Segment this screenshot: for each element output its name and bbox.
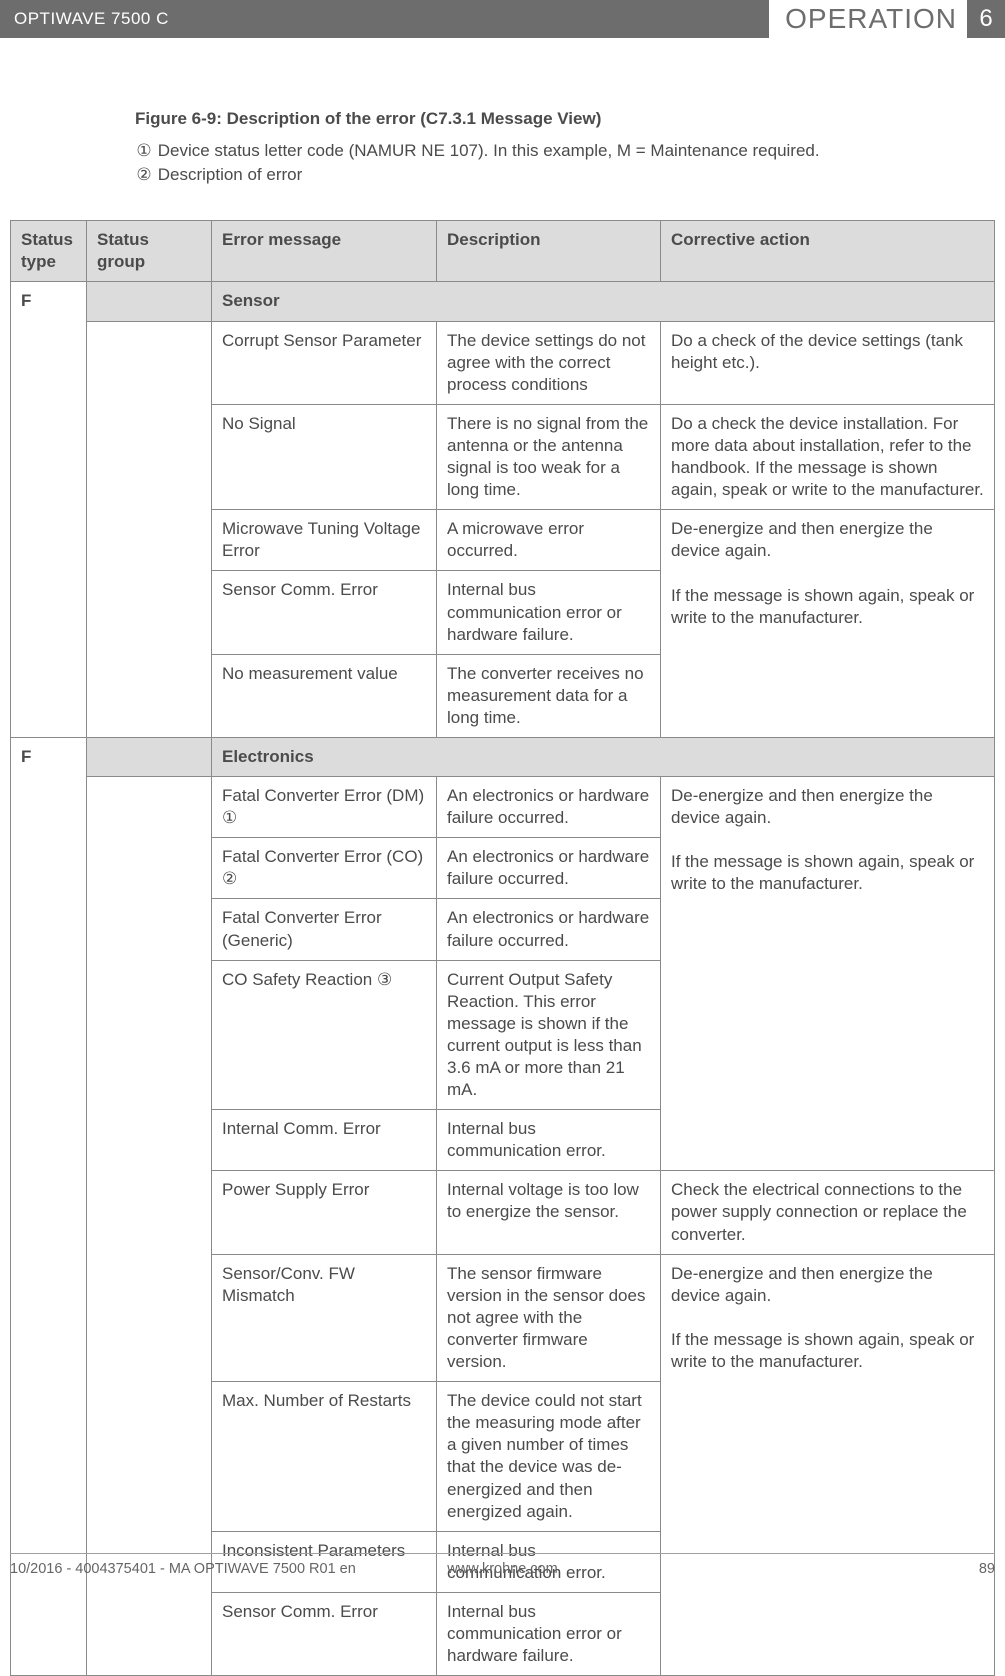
description-cell: Internal voltage is too low to energize …	[437, 1171, 661, 1254]
table-row: Corrupt Sensor ParameterThe device setti…	[11, 321, 995, 404]
error-message-cell: Sensor/Conv. FW Mismatch	[212, 1254, 437, 1381]
description-cell: The device settings do not agree with th…	[437, 321, 661, 404]
description-cell: Current Output Safety Reaction. This err…	[437, 960, 661, 1110]
table-header-row: Status type Status group Error message D…	[11, 221, 995, 282]
table-row: Fatal Converter Error (DM) ①An electroni…	[11, 777, 995, 838]
corrective-action-cell: Do a check of the device settings (tank …	[661, 321, 995, 404]
corrective-action-cell: Check the electrical connections to the …	[661, 1171, 995, 1254]
status-group-cell	[87, 282, 212, 321]
description-cell: Internal bus communication error.	[437, 1110, 661, 1171]
error-message-cell: Corrupt Sensor Parameter	[212, 321, 437, 404]
col-status-type: Status type	[11, 221, 87, 282]
corrective-action-cell: De-energize and then energize the device…	[661, 510, 995, 738]
error-message-cell: Max. Number of Restarts	[212, 1382, 437, 1532]
error-message-cell: Fatal Converter Error (Generic)	[212, 899, 437, 960]
legend-line: ① Device status letter code (NAMUR NE 10…	[135, 140, 1005, 162]
footer-center: www.krohne.com	[447, 1560, 557, 1579]
error-message-cell: Fatal Converter Error (DM) ①	[212, 777, 437, 838]
legend-number: ①	[135, 140, 153, 162]
error-message-cell: Sensor Comm. Error	[212, 571, 437, 654]
description-cell: Internal bus communication error or hard…	[437, 571, 661, 654]
footer-left: 10/2016 - 4004375401 - MA OPTIWAVE 7500 …	[10, 1560, 356, 1579]
footer-right: 89	[979, 1560, 995, 1579]
description-cell: A microwave error occurred.	[437, 510, 661, 571]
error-message-cell: Internal Comm. Error	[212, 1110, 437, 1171]
product-name: OPTIWAVE 7500 C	[0, 0, 769, 38]
section-label-cell: Electronics	[212, 737, 995, 776]
error-message-cell: CO Safety Reaction ③	[212, 960, 437, 1110]
legend-number: ②	[135, 164, 153, 186]
status-group-empty	[87, 777, 212, 1676]
col-desc: Description	[437, 221, 661, 282]
description-cell: The device could not start the measuring…	[437, 1382, 661, 1532]
col-error: Error message	[212, 221, 437, 282]
table-section-row: FSensor	[11, 282, 995, 321]
chapter-number: 6	[967, 0, 1005, 38]
section-title: OPERATION	[769, 1, 967, 37]
status-group-cell	[87, 737, 212, 776]
description-cell: An electronics or hardware failure occur…	[437, 838, 661, 899]
figure-intro: Figure 6-9: Description of the error (C7…	[135, 108, 1005, 186]
status-type-cell: F	[11, 282, 87, 738]
description-cell: An electronics or hardware failure occur…	[437, 899, 661, 960]
col-status-group: Status group	[87, 221, 212, 282]
header-right: OPERATION 6	[769, 0, 1005, 38]
legend-text: Device status letter code (NAMUR NE 107)…	[153, 141, 820, 160]
description-cell: There is no signal from the antenna or t…	[437, 404, 661, 509]
error-message-cell: No Signal	[212, 404, 437, 509]
section-label-cell: Sensor	[212, 282, 995, 321]
figure-title: Figure 6-9: Description of the error (C7…	[135, 108, 1005, 130]
error-message-cell: Sensor Comm. Error	[212, 1592, 437, 1675]
legend-text: Description of error	[153, 165, 302, 184]
page-header: OPTIWAVE 7500 C OPERATION 6	[0, 0, 1005, 38]
col-action: Corrective action	[661, 221, 995, 282]
legend-line: ② Description of error	[135, 164, 1005, 186]
error-message-cell: Microwave Tuning Voltage Error	[212, 510, 437, 571]
status-group-empty	[87, 321, 212, 737]
description-cell: The sensor firmware version in the senso…	[437, 1254, 661, 1381]
status-type-cell: F	[11, 737, 87, 1675]
table-section-row: FElectronics	[11, 737, 995, 776]
corrective-action-cell: Do a check the device installation. For …	[661, 404, 995, 509]
description-cell: Internal bus communication error or hard…	[437, 1592, 661, 1675]
error-table: Status type Status group Error message D…	[10, 220, 995, 1676]
corrective-action-cell: De-energize and then energize the device…	[661, 1254, 995, 1676]
error-message-cell: No measurement value	[212, 654, 437, 737]
description-cell: An electronics or hardware failure occur…	[437, 777, 661, 838]
description-cell: The converter receives no measurement da…	[437, 654, 661, 737]
corrective-action-cell: De-energize and then energize the device…	[661, 777, 995, 1171]
error-message-cell: Fatal Converter Error (CO) ②	[212, 838, 437, 899]
error-message-cell: Power Supply Error	[212, 1171, 437, 1254]
page-footer: 10/2016 - 4004375401 - MA OPTIWAVE 7500 …	[10, 1553, 995, 1579]
